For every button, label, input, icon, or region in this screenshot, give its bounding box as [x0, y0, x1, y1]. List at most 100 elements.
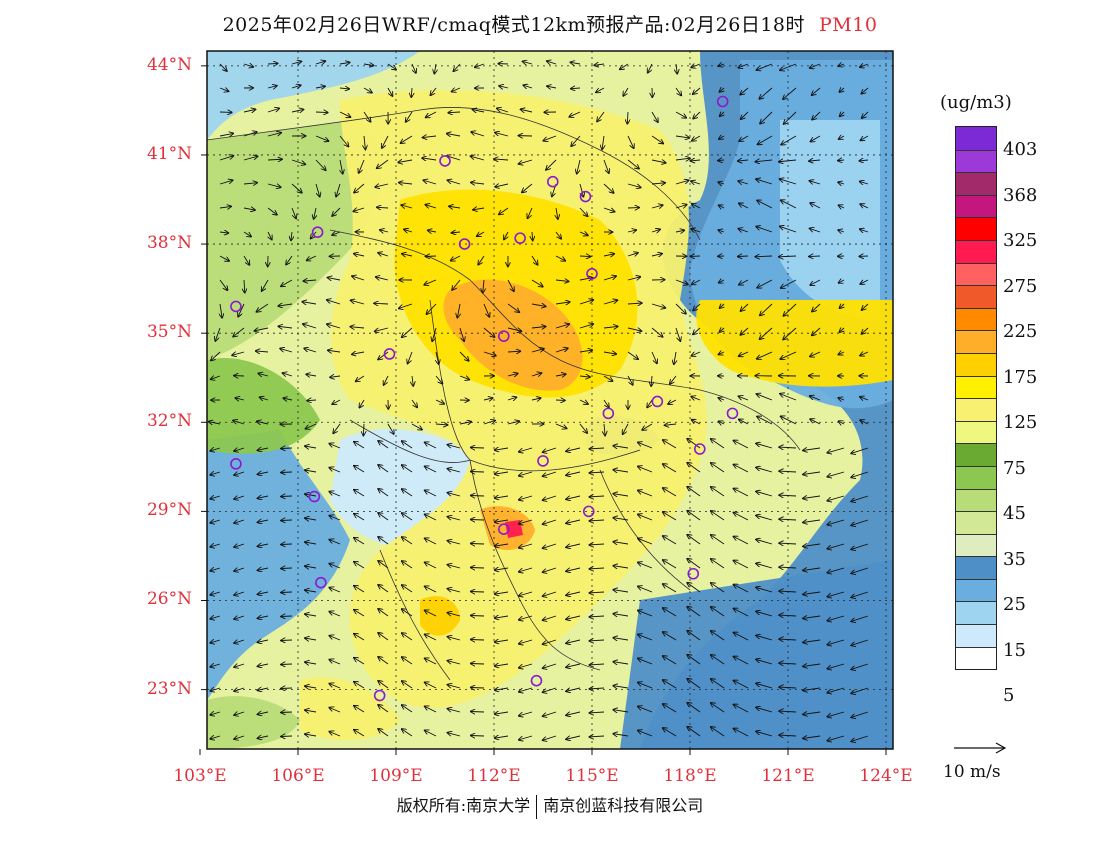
wind-vector	[620, 63, 629, 69]
wind-vector	[430, 87, 437, 95]
wind-vector	[839, 280, 845, 283]
wind-vector	[378, 441, 389, 449]
wind-vector	[566, 663, 581, 667]
legend-swatch	[956, 149, 996, 173]
wind-vector	[719, 88, 724, 92]
wind-vector	[483, 279, 484, 293]
wind-vector	[210, 712, 221, 715]
wind-vector	[579, 256, 590, 257]
wind-vector	[354, 254, 365, 256]
wind-vector	[638, 682, 653, 689]
wind-vector	[840, 112, 844, 116]
wind-vector	[589, 640, 605, 641]
station-marker	[579, 190, 592, 203]
wind-vector	[435, 400, 444, 404]
wind-vector	[382, 135, 389, 148]
wind-vector	[531, 255, 538, 265]
wind-vector	[734, 681, 749, 689]
wind-vector	[267, 133, 281, 137]
wind-vector	[447, 493, 461, 497]
wind-vector	[452, 88, 461, 92]
station-marker	[530, 674, 543, 687]
legend-tick-label: 175	[1003, 366, 1038, 388]
wind-vector	[840, 304, 844, 308]
wind-vector	[663, 704, 677, 713]
wind-vector	[234, 496, 245, 499]
wind-vector	[315, 183, 320, 197]
wind-vector	[332, 207, 341, 216]
east-yellow-band	[696, 300, 893, 387]
wind-vector	[579, 300, 593, 305]
wind-vector	[425, 538, 437, 545]
wind-vector	[315, 112, 328, 113]
wind-vector	[566, 471, 581, 475]
wind-vector	[734, 729, 749, 737]
wind-vector	[783, 327, 797, 339]
wind-vector	[402, 705, 413, 713]
wind-vector	[543, 567, 557, 572]
wind-vector	[687, 559, 701, 569]
longitude-label: 103°E	[173, 766, 227, 786]
wind-vector	[447, 589, 461, 593]
wind-vector	[258, 520, 269, 522]
station-marker	[311, 226, 324, 238]
wind-vector	[627, 230, 636, 232]
wind-vector	[781, 279, 797, 288]
wind-vector	[642, 423, 653, 430]
hunan-red	[505, 520, 523, 538]
wind-vector	[738, 160, 749, 161]
wind-vector	[638, 562, 653, 569]
wind-vector	[860, 352, 869, 356]
wind-vector	[495, 712, 509, 714]
wind-vector	[738, 64, 749, 68]
legend-swatch	[956, 420, 996, 444]
wind-vector	[663, 464, 677, 473]
wind-vector	[471, 687, 485, 688]
wind-vector	[305, 662, 317, 664]
wind-vector	[531, 349, 544, 352]
wind-vectors	[209, 61, 869, 741]
wind-vector	[687, 727, 701, 737]
wind-vector	[428, 230, 437, 232]
wind-vector	[305, 494, 317, 496]
wind-vector	[459, 327, 464, 341]
wind-vector	[305, 542, 317, 544]
wind-vector	[531, 398, 541, 400]
wind-vector	[354, 706, 365, 713]
axis-ticks	[199, 65, 887, 755]
station-marker	[514, 232, 526, 244]
wind-vector	[283, 398, 293, 400]
wind-vector	[738, 181, 749, 184]
wind-vector	[449, 206, 461, 208]
wind-vector	[425, 730, 437, 737]
wind-vector	[329, 564, 341, 569]
wind-vector	[756, 63, 773, 70]
wind-vector	[589, 520, 605, 521]
wind-vector	[234, 640, 245, 643]
wind-vector	[623, 423, 629, 434]
wind-vector	[781, 135, 797, 145]
wind-vector	[332, 232, 341, 235]
wind-vector	[687, 439, 701, 449]
wind-vector	[589, 568, 605, 569]
wind-vector	[779, 160, 797, 162]
wind-vector	[507, 351, 520, 352]
wind-vector	[838, 398, 845, 400]
longitude-label: 112°E	[467, 766, 521, 786]
wind-vector	[257, 421, 269, 424]
wind-vector	[374, 303, 389, 304]
company-name: 南京创蓝科技有限公司	[543, 796, 704, 815]
wind-vector	[741, 111, 749, 119]
wind-vector	[687, 511, 701, 521]
wind-vector	[451, 255, 461, 261]
wind-vector	[543, 447, 557, 452]
wind-vector	[613, 734, 629, 736]
wind-vector	[402, 441, 413, 449]
wind-vector	[211, 376, 221, 379]
wind-vector	[579, 400, 588, 404]
wind-vector	[243, 255, 249, 265]
legend-tick-label: 125	[1003, 412, 1038, 433]
shanxi-orange	[443, 279, 583, 391]
wind-vector	[412, 375, 413, 386]
wind-vector	[234, 568, 245, 571]
